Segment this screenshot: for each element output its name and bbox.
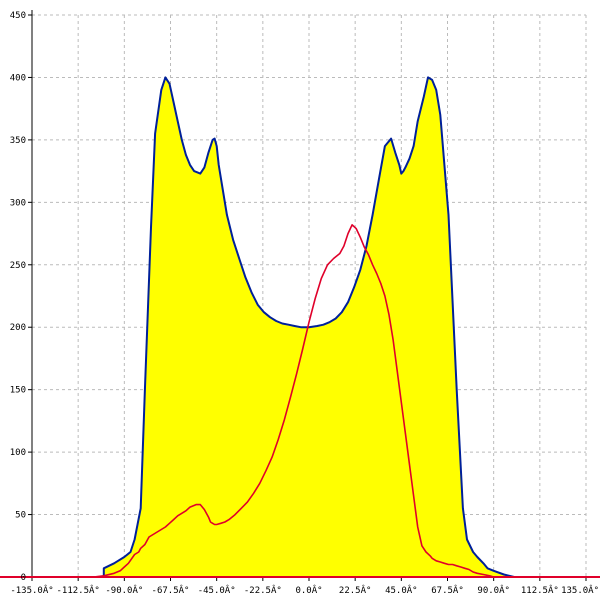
x-tick-label: 22.5Â° [339, 584, 372, 596]
y-tick-label: 50 [15, 511, 26, 521]
x-tick-label: -67.5Â° [152, 584, 190, 596]
x-tick-label: -112.5Â° [56, 584, 99, 596]
series-1-line [102, 76, 515, 578]
x-tick-label: -90.0Â° [105, 584, 143, 596]
y-tick-label: 0 [21, 573, 26, 583]
x-tick-label: 45.0Â° [385, 584, 418, 596]
plot-area [93, 76, 515, 578]
x-tick-label: 90.0Â° [477, 584, 510, 596]
y-tick-label: 200 [10, 323, 26, 333]
y-tick-label: 300 [10, 198, 26, 208]
y-tick-label: 100 [10, 448, 26, 458]
y-tick-label: 450 [10, 11, 26, 21]
x-tick-label: -135.0Â° [10, 584, 53, 596]
y-tick-labels: 0 50 100 150 200 250 300 350 400 450 [10, 11, 26, 583]
x-tick-label: 112.5Â° [521, 584, 559, 596]
x-tick-labels: -135.0Â° -112.5Â° -90.0Â° -67.5Â° -45.0Â° -22… [10, 584, 599, 596]
x-tick-label: -22.5Â° [244, 584, 282, 596]
y-tick-label: 150 [10, 386, 26, 396]
x-tick-label: 67.5Â° [431, 584, 464, 596]
y-tick-label: 350 [10, 136, 26, 146]
axes [0, 10, 600, 581]
x-tick-label: 135.0Â° [561, 584, 599, 596]
x-tick-label: 0.0Â° [295, 584, 322, 596]
series-2-line [93, 224, 515, 578]
y-tick-label: 400 [10, 73, 26, 83]
x-tick-label: -45.0Â° [198, 584, 236, 596]
y-tick-label: 250 [10, 261, 26, 271]
